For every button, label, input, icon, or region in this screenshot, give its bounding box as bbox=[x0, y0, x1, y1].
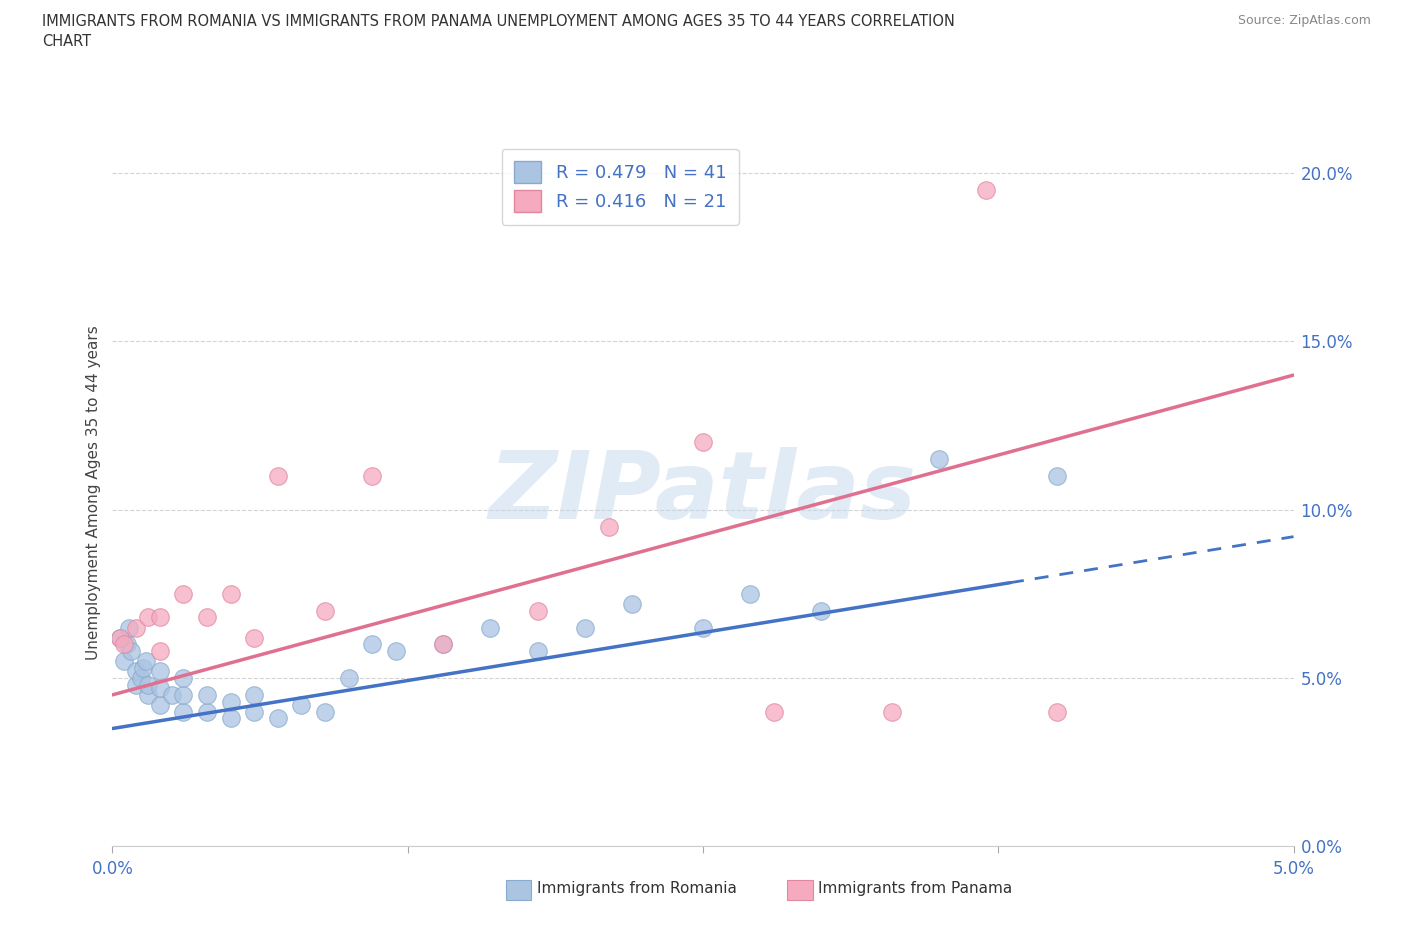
Text: Immigrants from Romania: Immigrants from Romania bbox=[537, 881, 737, 896]
Point bbox=[976, 182, 998, 197]
Point bbox=[810, 604, 832, 618]
Legend: R = 0.479   N = 41, R = 0.416   N = 21: R = 0.479 N = 41, R = 0.416 N = 21 bbox=[502, 149, 740, 225]
Point bbox=[740, 587, 762, 602]
Point bbox=[361, 469, 384, 484]
Point bbox=[172, 587, 194, 602]
Point bbox=[1046, 704, 1069, 719]
Point bbox=[219, 587, 242, 602]
Y-axis label: Unemployment Among Ages 35 to 44 years: Unemployment Among Ages 35 to 44 years bbox=[86, 326, 101, 660]
Point bbox=[574, 620, 596, 635]
Point bbox=[195, 610, 218, 625]
Point bbox=[314, 704, 336, 719]
Text: Immigrants from Panama: Immigrants from Panama bbox=[818, 881, 1012, 896]
Point bbox=[149, 644, 172, 658]
Point bbox=[385, 644, 408, 658]
Point bbox=[219, 711, 242, 725]
Point bbox=[115, 637, 138, 652]
Point bbox=[1046, 469, 1069, 484]
Point bbox=[172, 671, 194, 685]
Text: IMMIGRANTS FROM ROMANIA VS IMMIGRANTS FROM PANAMA UNEMPLOYMENT AMONG AGES 35 TO : IMMIGRANTS FROM ROMANIA VS IMMIGRANTS FR… bbox=[42, 14, 955, 29]
Point bbox=[526, 644, 548, 658]
Point bbox=[125, 677, 148, 692]
Point bbox=[132, 660, 155, 675]
Point bbox=[621, 596, 644, 611]
Point bbox=[172, 704, 194, 719]
Point bbox=[129, 671, 152, 685]
Point bbox=[479, 620, 502, 635]
Point bbox=[125, 664, 148, 679]
Point bbox=[149, 664, 172, 679]
Text: CHART: CHART bbox=[42, 34, 91, 49]
Point bbox=[314, 604, 336, 618]
Point bbox=[762, 704, 785, 719]
Point bbox=[108, 631, 131, 645]
Point bbox=[337, 671, 360, 685]
Point bbox=[118, 620, 141, 635]
Point bbox=[243, 704, 266, 719]
Point bbox=[692, 435, 714, 450]
Point bbox=[135, 654, 157, 669]
Point bbox=[136, 677, 159, 692]
Point bbox=[195, 704, 218, 719]
Point bbox=[149, 698, 172, 712]
Point bbox=[267, 711, 290, 725]
Point bbox=[598, 519, 620, 534]
Point bbox=[112, 654, 135, 669]
Point bbox=[108, 631, 131, 645]
Point bbox=[243, 631, 266, 645]
Point bbox=[112, 637, 135, 652]
Point bbox=[267, 469, 290, 484]
Text: ZIPatlas: ZIPatlas bbox=[489, 447, 917, 538]
Point bbox=[432, 637, 454, 652]
Point bbox=[125, 620, 148, 635]
Point bbox=[692, 620, 714, 635]
Point bbox=[136, 610, 159, 625]
Text: Source: ZipAtlas.com: Source: ZipAtlas.com bbox=[1237, 14, 1371, 27]
Point bbox=[195, 687, 218, 702]
Point bbox=[160, 687, 183, 702]
Point bbox=[219, 694, 242, 709]
Point bbox=[149, 610, 172, 625]
Point bbox=[361, 637, 384, 652]
Point bbox=[928, 452, 950, 467]
Point bbox=[290, 698, 312, 712]
Point bbox=[526, 604, 548, 618]
Point bbox=[243, 687, 266, 702]
Point bbox=[149, 681, 172, 696]
Point bbox=[880, 704, 903, 719]
Point bbox=[432, 637, 454, 652]
Point bbox=[120, 644, 142, 658]
Point bbox=[172, 687, 194, 702]
Point bbox=[136, 687, 159, 702]
